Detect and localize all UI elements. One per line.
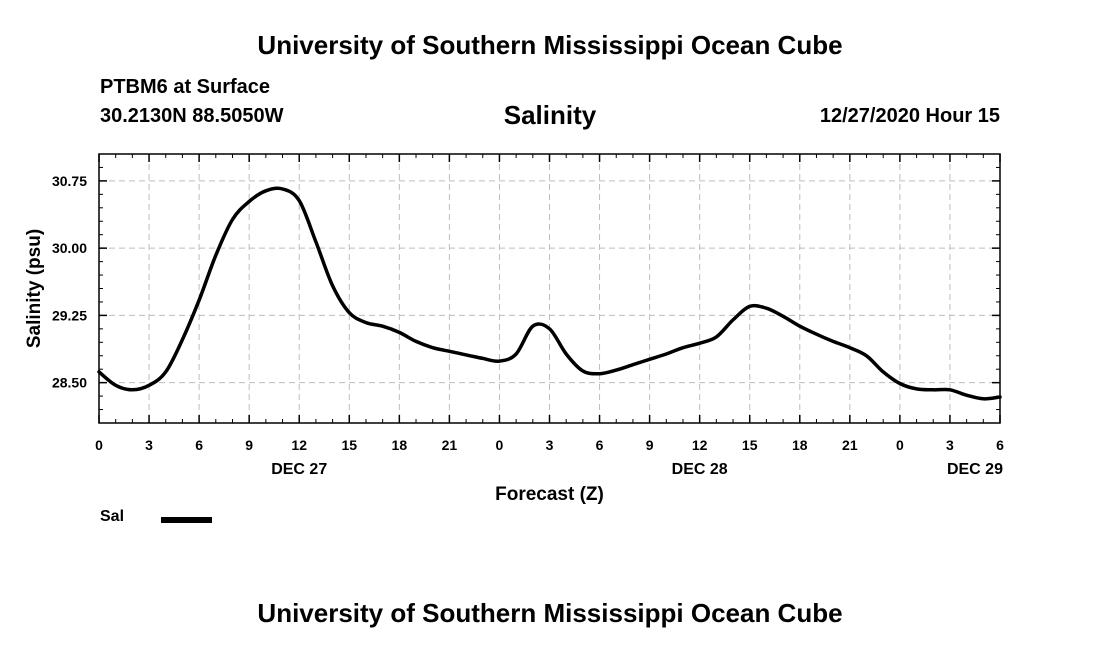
series-layer [97, 186, 1002, 401]
y-tick-label: 30.75 [52, 173, 87, 189]
y-axis-title: Salinity (psu) [24, 229, 45, 348]
legend-line-swatch [161, 517, 212, 523]
date-label: DEC 29 [947, 461, 1003, 478]
x-tick-label: 18 [792, 437, 808, 453]
x-tick-label: 12 [692, 437, 708, 453]
page-title: University of Southern Mississippi Ocean… [257, 30, 843, 60]
x-axis-title: Forecast (Z) [495, 484, 604, 505]
x-tick-label: 21 [842, 437, 858, 453]
x-tick-label: 3 [145, 437, 153, 453]
x-tick-label: 0 [95, 437, 103, 453]
x-tick-label: 15 [742, 437, 758, 453]
footer-title: University of Southern Mississippi Ocean… [257, 598, 843, 628]
x-tick-label: 0 [896, 437, 904, 453]
x-tick-label: 6 [596, 437, 604, 453]
y-tick-label: 29.25 [52, 307, 87, 323]
y-tick-label: 28.50 [52, 375, 87, 391]
x-tick-label: 21 [442, 437, 458, 453]
x-tick-label: 6 [195, 437, 203, 453]
tick-layer [98, 153, 1001, 424]
legend-label: Sal [100, 508, 125, 525]
x-tick-label: 0 [496, 437, 504, 453]
date-label: DEC 28 [672, 461, 728, 478]
run-time-label: 12/27/2020 Hour 15 [819, 105, 1000, 127]
x-tick-label: 12 [291, 437, 307, 453]
x-tick-label: 9 [646, 437, 654, 453]
chart-title: Salinity [503, 100, 597, 130]
x-tick-label: 6 [996, 437, 1004, 453]
label-layer: 0 3 6 9 12 15 18 21 0 3 6 9 12 15 18 21 0 3 6 28.50 29.25 30.… [52, 173, 1004, 478]
grid-layer [99, 154, 1000, 423]
y-tick-label: 30.00 [52, 240, 87, 256]
station-label: PTBM6 at Surface [100, 76, 271, 98]
x-tick-label: 18 [392, 437, 408, 453]
x-tick-label: 9 [245, 437, 253, 453]
series-line-sal [97, 186, 1002, 401]
x-tick-label: 3 [546, 437, 554, 453]
x-tick-label: 3 [946, 437, 954, 453]
x-tick-label: 15 [341, 437, 357, 453]
date-label: DEC 27 [271, 461, 327, 478]
coordinates-label: 30.2130N 88.5050W [100, 105, 284, 127]
